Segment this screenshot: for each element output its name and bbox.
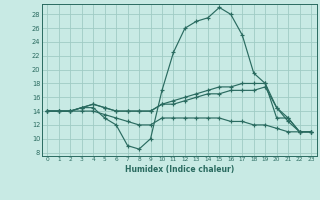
X-axis label: Humidex (Indice chaleur): Humidex (Indice chaleur) <box>124 165 234 174</box>
